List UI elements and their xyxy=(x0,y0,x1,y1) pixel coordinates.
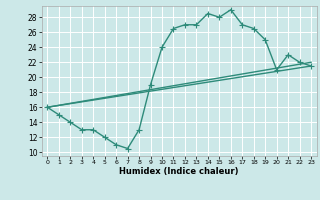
X-axis label: Humidex (Indice chaleur): Humidex (Indice chaleur) xyxy=(119,167,239,176)
